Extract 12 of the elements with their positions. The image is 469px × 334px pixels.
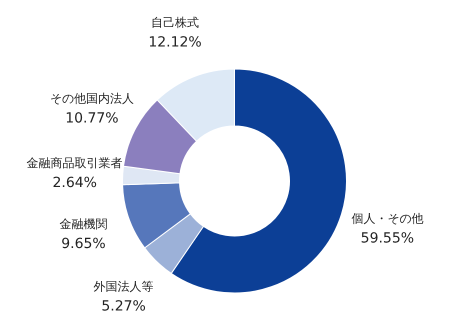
data-label: 5.27% (101, 298, 146, 314)
slice-label: 個人・その他 (351, 211, 424, 226)
slice-label: 金融商品取引業者 (26, 156, 123, 170)
data-label: 12.12% (148, 34, 202, 50)
slice-label: 金融機関 (59, 216, 108, 231)
data-label: 2.64% (52, 175, 97, 192)
slice-label: 自己株式 (151, 15, 200, 30)
data-label: 59.55% (360, 230, 414, 246)
slice-label: 外国法人等 (94, 279, 154, 294)
slice-label: その他国内法人 (50, 91, 134, 106)
data-label: 10.77% (65, 110, 119, 126)
data-label: 9.65% (61, 236, 106, 252)
